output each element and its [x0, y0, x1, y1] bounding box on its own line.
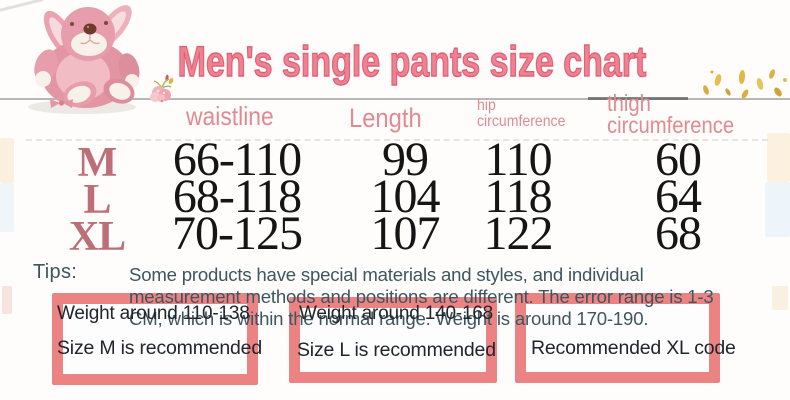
- header-divider-line-dark-segment: [588, 97, 688, 100]
- table-row-m: M 66-110 99 110 60: [0, 136, 790, 186]
- header-divider-line: [0, 98, 790, 100]
- recommendation-box-m: [52, 293, 258, 385]
- size-recommendation-xl: Recommended XL code: [531, 337, 736, 359]
- thigh-value: 64: [655, 170, 702, 223]
- weight-range-l: Weight around 140-168: [299, 303, 494, 324]
- right-cream-band: [767, 133, 790, 182]
- size-label: M: [77, 140, 118, 186]
- column-header-hip-circumference: hip circumference: [477, 98, 565, 130]
- length-value: 107: [370, 207, 441, 260]
- recommendation-box-l: [289, 297, 497, 383]
- column-header-thigh-circumference: thigh circumference: [607, 90, 735, 138]
- size-label: XL: [68, 214, 126, 260]
- tips-line-1: Some products have special materials and…: [129, 264, 644, 285]
- hip-value: 122: [483, 207, 554, 260]
- column-header-length: Length: [349, 103, 422, 133]
- tips-paragraph: Some products have special materials and…: [129, 264, 714, 330]
- weight-range-m: Weight around 110-138: [57, 303, 250, 324]
- length-value: 99: [382, 133, 429, 186]
- right-blue-band: [765, 182, 790, 237]
- page-title: Men's single pants size chart: [177, 37, 647, 86]
- column-header-waistline: waistline: [186, 101, 274, 131]
- tips-label: Tips:: [33, 261, 78, 283]
- hip-value: 110: [484, 133, 552, 186]
- waistline-value: 66-110: [172, 133, 302, 186]
- thigh-value: 68: [655, 207, 702, 260]
- waistline-value: 68-118: [172, 170, 302, 223]
- tips-line-3: CM, which is within the normal range. We…: [129, 308, 649, 329]
- size-label: L: [83, 177, 111, 223]
- size-recommendation-m: Size M is recommended: [57, 337, 262, 359]
- left-blue-band: [0, 183, 14, 232]
- thigh-value: 60: [655, 133, 702, 186]
- left-cream-band: [0, 138, 14, 183]
- size-recommendation-l: Size L is recommended: [297, 339, 496, 361]
- hip-header-line2: circumference: [477, 113, 566, 130]
- length-value: 104: [370, 170, 441, 223]
- header-dashed-underline: [26, 139, 768, 141]
- table-row-l: L 68-118 104 118 64: [0, 173, 790, 223]
- bunny-illustration-icon: [28, 5, 140, 114]
- left-pink-smudge: [2, 286, 12, 314]
- waistline-value: 70-125: [172, 207, 303, 260]
- table-row-xl: XL 70-125 107 122 68: [0, 210, 790, 260]
- hip-header-line1: hip: [477, 97, 496, 114]
- flower-icon: [150, 74, 174, 103]
- gold-leaves-icon: [703, 69, 787, 99]
- thigh-header-line2: circumference: [607, 112, 735, 138]
- hip-value: 118: [484, 170, 552, 223]
- recommendation-box-xl: [515, 293, 720, 383]
- tips-line-2: measurement methods and positions are di…: [129, 286, 714, 307]
- thigh-header-line1: thigh: [607, 90, 651, 116]
- right-peach-smudge: [772, 286, 788, 310]
